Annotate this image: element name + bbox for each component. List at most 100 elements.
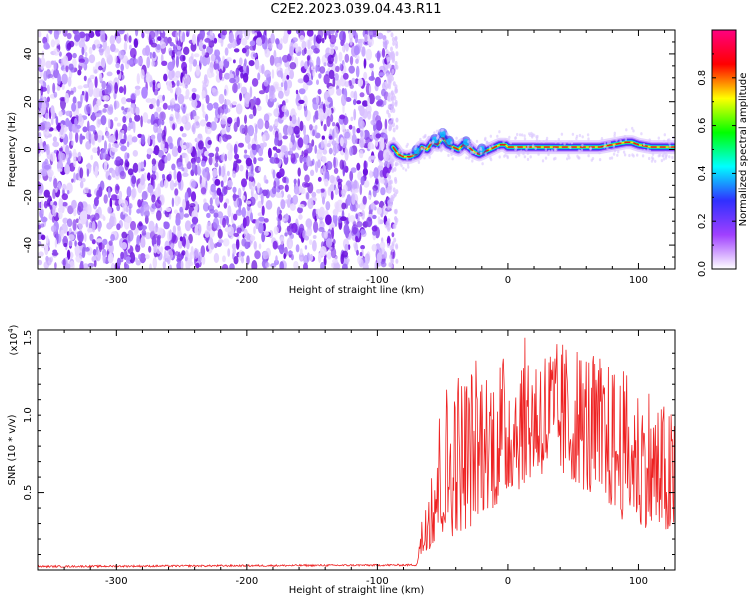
noise-speck [386, 225, 390, 230]
track-speck [662, 139, 666, 143]
noise-speck [387, 104, 391, 110]
noise-speck [226, 57, 232, 62]
noise-speck [282, 135, 289, 140]
noise-speck [176, 80, 180, 87]
noise-speck [137, 56, 143, 66]
noise-speck [206, 67, 214, 79]
noise-speck [339, 62, 342, 71]
noise-speck [273, 226, 279, 235]
noise-speck [238, 142, 244, 148]
track-speck [613, 131, 616, 135]
noise-speck [86, 204, 92, 216]
track-speck [581, 143, 584, 147]
noise-speck [235, 159, 242, 164]
noise-speck [240, 86, 247, 95]
noise-speck [306, 49, 314, 56]
noise-speck [65, 110, 73, 117]
noise-speck [262, 250, 269, 260]
x-tick-label: 0 [505, 576, 511, 587]
noise-speck [54, 239, 58, 248]
noise-speck [177, 225, 181, 231]
noise-speck [233, 213, 238, 221]
noise-speck [246, 203, 251, 212]
noise-speck [121, 97, 127, 105]
noise-speck [332, 213, 338, 224]
track-speck [568, 140, 571, 144]
track-speck [439, 137, 442, 141]
noise-speck [312, 240, 317, 252]
noise-speck [184, 256, 188, 262]
noise-speck [88, 189, 91, 195]
noise-speck [201, 177, 207, 187]
noise-speck [290, 153, 296, 164]
noise-speck [77, 85, 83, 90]
noise-speck [368, 84, 372, 95]
noise-speck [177, 93, 185, 105]
noise-speck [256, 182, 261, 189]
noise-speck [171, 70, 175, 78]
noise-speck [229, 102, 233, 110]
noise-speck [74, 246, 78, 252]
noise-speck [295, 95, 302, 107]
noise-speck [286, 74, 290, 80]
noise-speck [358, 202, 366, 211]
noise-speck [335, 31, 338, 38]
noise-speck [364, 253, 370, 265]
noise-speck [325, 238, 333, 248]
noise-speck [133, 121, 136, 133]
noise-speck [383, 251, 388, 260]
noise-speck [212, 156, 216, 166]
noise-speck [140, 69, 145, 80]
noise-speck [387, 113, 391, 118]
noise-speck [361, 248, 364, 259]
noise-speck [115, 165, 120, 177]
track-speck [600, 137, 604, 141]
noise-speck [188, 56, 194, 64]
track-core [392, 136, 675, 158]
noise-speck [71, 102, 77, 112]
noise-speck [258, 90, 266, 95]
noise-speck [315, 208, 321, 215]
noise-speck [301, 181, 309, 188]
noise-speck [149, 263, 152, 269]
noise-speck [334, 53, 338, 65]
noise-speck [316, 215, 319, 220]
noise-speck [71, 140, 74, 146]
noise-speck [68, 234, 75, 241]
noise-speck [342, 31, 346, 44]
noise-speck [127, 152, 130, 159]
noise-speck [362, 100, 369, 107]
noise-speck [297, 167, 301, 177]
track-speck [477, 148, 480, 152]
track-speck [570, 140, 574, 144]
noise-speck [129, 47, 137, 59]
noise-speck [248, 175, 255, 183]
colorbar-tick-label: 0.4 [697, 165, 708, 181]
noise-speck [302, 157, 308, 163]
noise-speck [45, 121, 51, 130]
track-speck [547, 152, 550, 156]
noise-speck [130, 92, 137, 100]
noise-speck [320, 261, 325, 269]
track-speck [575, 137, 578, 141]
track-speck [623, 135, 627, 139]
noise-speck [360, 245, 365, 250]
noise-speck [241, 195, 246, 201]
noise-speck [298, 204, 305, 209]
track-speck [402, 166, 405, 170]
noise-speck [121, 231, 127, 239]
noise-speck [317, 176, 322, 182]
noise-speck [384, 40, 388, 50]
noise-speck [52, 249, 58, 254]
noise-speck [367, 141, 374, 150]
track-speck [526, 151, 530, 155]
track-speck [651, 152, 655, 156]
noise-speck [254, 131, 257, 142]
noise-speck [289, 141, 293, 149]
track-speck [406, 157, 409, 161]
track-speck [631, 126, 634, 130]
noise-speck [159, 41, 166, 49]
noise-speck [114, 100, 117, 110]
noise-speck [45, 143, 50, 156]
noise-speck [365, 48, 372, 61]
